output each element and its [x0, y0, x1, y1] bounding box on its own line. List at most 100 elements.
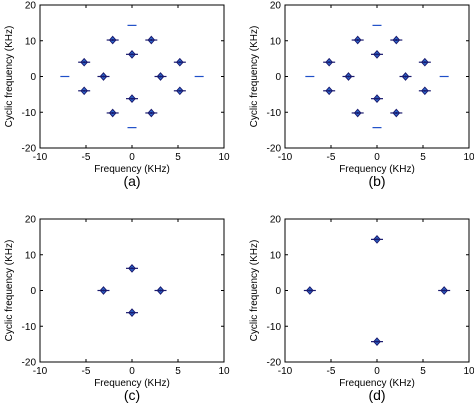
panel-1-point-core: [178, 61, 181, 64]
panel-4-point-core: [308, 289, 311, 292]
panel-1-x-tick-label: -10: [33, 152, 48, 163]
panel-1-y-tick-label: 0: [30, 72, 36, 83]
panel-1-caption: (a): [123, 173, 140, 189]
panel-2-x-tick-label: -10: [278, 152, 293, 163]
panel-1-data-point: [154, 72, 167, 81]
panel-2-data-point: [342, 72, 355, 81]
panel-2-data-point: [418, 57, 431, 67]
panel-2-data-point: [390, 35, 403, 45]
panel-3-y-tick-label: -10: [22, 322, 37, 333]
panel-2-data-point: [399, 72, 412, 81]
panel-3-x-tick-label: -10: [33, 366, 48, 377]
panel-1-point-core: [83, 61, 86, 64]
panel-4-data-point: [371, 337, 383, 346]
panel-2-point-core: [375, 53, 379, 56]
panel-3-data-point: [97, 286, 110, 295]
panel-4-y-axis-label: Cyclic frequency (KHz): [249, 240, 260, 342]
panel-3-plot-frame: [39, 218, 225, 363]
panel-4-x-tick-label: 10: [463, 366, 474, 377]
panel-1-point-core: [130, 53, 134, 56]
panel-1-data-point: [173, 86, 186, 96]
panel-4-data-point: [438, 286, 451, 295]
panel-1-x-tick-label: 10: [218, 152, 230, 163]
panel-1-data-point: [106, 108, 119, 118]
panel-2-x-axis-label: Frequency (KHz): [339, 164, 415, 175]
panel-1-point-core: [178, 89, 181, 92]
panel-4-x-tick-label: -10: [278, 366, 293, 377]
panel-4-data-point: [303, 286, 316, 295]
panel-4-x-axis-label: Frequency (KHz): [339, 378, 415, 389]
panel-1-x-tick-label: -5: [82, 152, 91, 163]
panel-2-y-tick-label: 0: [275, 72, 281, 83]
panel-1-y-tick-label: 20: [25, 1, 37, 12]
panel-2-data-point: [351, 35, 364, 45]
panel-1-x-tick-label: 0: [129, 152, 135, 163]
panel-3-x-tick-label: 0: [129, 366, 135, 377]
panel-3-point-core: [130, 267, 134, 270]
panel-1-y-axis-label: Cyclic frequency (KHz): [4, 26, 15, 128]
panel-2-data-point: [371, 94, 383, 104]
panel-3-x-tick-label: 5: [175, 366, 181, 377]
panel-1-data-point: [126, 94, 138, 104]
panel-1-data-point: [145, 35, 158, 45]
panel-2-point-core: [395, 38, 398, 42]
panel-2-point-core: [375, 97, 379, 100]
panel-4-y-tick-label: 0: [275, 286, 281, 297]
panel-1-point-core: [102, 75, 105, 78]
panel-4-x-tick-label: 0: [374, 366, 380, 377]
panel-1-data-point: [78, 86, 91, 96]
panel-3-point-core: [102, 289, 105, 292]
panel-2-x-tick-label: 5: [420, 152, 426, 163]
panel-1-data-point: [126, 49, 138, 59]
panel-1-y-tick-label: 10: [25, 36, 37, 47]
panel-2-point-core: [328, 89, 331, 92]
panel-4-x-tick-label: 5: [420, 366, 426, 377]
panel-1-x-axis-label: Frequency (KHz): [94, 164, 170, 175]
panel-4-y-tick-label: 10: [270, 250, 282, 261]
panel-2-data-point: [418, 86, 431, 96]
panel-3-y-tick-label: 20: [25, 215, 37, 226]
panel-2-y-tick-label: 10: [270, 36, 282, 47]
panel-2-data-point: [323, 86, 336, 96]
panel-2-point-core: [356, 38, 359, 42]
panel-4-caption: (d): [368, 387, 385, 403]
panel-3-x-axis-label: Frequency (KHz): [94, 378, 170, 389]
panel-2-data-point: [323, 57, 336, 67]
panel-3-data-point: [126, 308, 138, 318]
panel-3-data-point: [154, 286, 167, 295]
panel-3-y-tick-label: 0: [30, 286, 36, 297]
panel-3-point-core: [159, 289, 162, 292]
panel-4-point-core: [375, 340, 379, 343]
panel-2-y-axis-label: Cyclic frequency (KHz): [249, 26, 260, 128]
panel-2-x-tick-label: -5: [327, 152, 336, 163]
panel-2-caption: (b): [368, 173, 385, 189]
panel-3-y-tick-label: -20: [22, 358, 37, 369]
panel-1-data-point: [173, 57, 186, 67]
panel-2-point-core: [423, 61, 426, 64]
panel-1-point-core: [130, 97, 134, 100]
panel-1-point-core: [83, 89, 86, 92]
panel-3-data-point: [126, 263, 138, 273]
panel-4-y-tick-label: -10: [267, 322, 282, 333]
panel-4-y-tick-label: -20: [267, 358, 282, 369]
panel-2-y-tick-label: -20: [267, 144, 282, 155]
panel-4-point-core: [375, 238, 379, 241]
panel-3-caption: (c): [124, 387, 140, 403]
panel-3-x-tick-label: 10: [218, 366, 230, 377]
panel-4-data-point: [371, 235, 383, 244]
panel-4-x-tick-label: -5: [327, 366, 336, 377]
panel-3-y-tick-label: 10: [25, 250, 37, 261]
panel-1-x-tick-label: 5: [175, 152, 181, 163]
panel-1-y-tick-label: -10: [22, 108, 37, 119]
panel-4-point-core: [443, 289, 446, 292]
panel-1-data-point: [106, 35, 119, 45]
panel-1-data-point: [145, 108, 158, 118]
panel-3-y-axis-label: Cyclic frequency (KHz): [4, 240, 15, 342]
panel-1-point-core: [159, 75, 162, 78]
panel-2-point-core: [404, 75, 407, 78]
